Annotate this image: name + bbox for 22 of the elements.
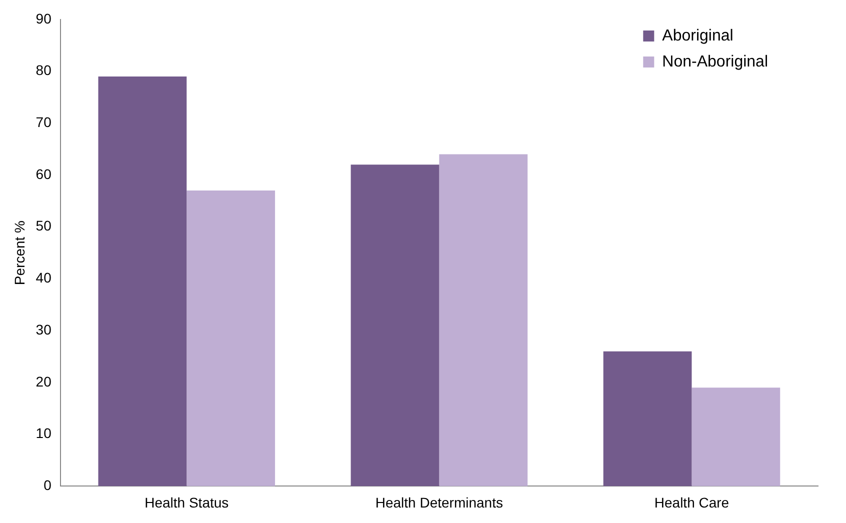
- legend-label: Non-Aboriginal: [662, 53, 768, 70]
- bar: [692, 388, 780, 486]
- x-tick-label: Health Determinants: [375, 494, 503, 510]
- legend-label: Aboriginal: [662, 27, 734, 44]
- x-tick-label: Health Status: [144, 494, 229, 510]
- bar: [186, 190, 276, 486]
- bar: [98, 76, 187, 486]
- y-tick-label: 50: [36, 218, 52, 234]
- y-tick-label: 60: [36, 166, 52, 182]
- y-tick-label: 10: [36, 425, 52, 442]
- y-tick-label: 20: [36, 373, 52, 390]
- y-axis-title: Percent %: [11, 220, 28, 286]
- x-tick-label: Health Care: [654, 494, 730, 510]
- y-tick-label: 0: [44, 477, 52, 494]
- y-tick-label: 30: [36, 321, 52, 338]
- y-tick-label: 70: [36, 114, 52, 130]
- bar: [439, 154, 528, 486]
- bar: [350, 164, 440, 486]
- y-tick-label: 80: [36, 62, 52, 78]
- bar: [603, 351, 692, 486]
- y-tick-label: 40: [36, 270, 52, 286]
- y-tick-label: 90: [36, 10, 52, 26]
